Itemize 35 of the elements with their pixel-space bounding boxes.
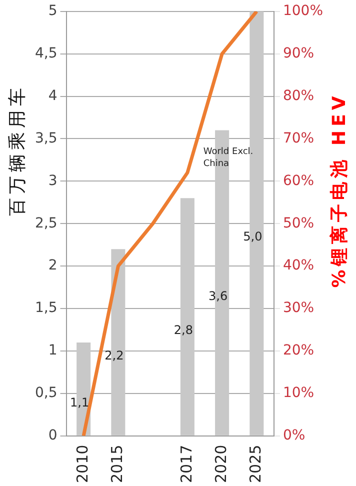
y2-tick-label: 30% [282, 300, 314, 316]
y-tick-label: 3,5 [35, 130, 58, 146]
y-tick-label: 4 [48, 88, 58, 104]
y-axis-title: 百万辆乘用车 [7, 84, 29, 216]
y-tick-label: 1 [48, 342, 58, 359]
y2-axis-title: %锂离子电池 HEV [329, 92, 351, 288]
y-tick-label: 5 [48, 3, 58, 20]
x-tick-label: 2015 [108, 444, 126, 484]
y2-tick-label: 100% [282, 3, 324, 20]
y-tick-label: 0 [48, 427, 58, 444]
data-label: 2,2 [104, 348, 124, 363]
y-tick-label: 4,5 [35, 45, 58, 62]
y-tick-label: 3 [48, 172, 58, 189]
annotation: World Excl. China [203, 146, 254, 169]
y-tick-label: 0,5 [35, 385, 58, 402]
y2-tick-label: 0% [282, 427, 306, 444]
y2-tick-label: 40% [282, 258, 314, 274]
data-label: 1,1 [70, 395, 90, 410]
y2-tick-label: 20% [282, 342, 314, 359]
data-label: 2,8 [174, 323, 193, 338]
data-label: 5,0 [243, 230, 262, 244]
x-tick-label: 2010 [73, 444, 92, 484]
x-tick-label: 2020 [212, 444, 230, 484]
x-tick-label: 2025 [246, 444, 265, 484]
x-tick-label: 2017 [177, 444, 196, 484]
y2-tick-label: 80% [282, 88, 314, 104]
y-tick-label: 2 [48, 258, 58, 274]
data-label: 3,6 [208, 289, 228, 304]
y2-tick-label: 60% [282, 172, 314, 189]
y2-tick-label: 10% [282, 385, 314, 402]
y-tick-label: 2,5 [35, 215, 58, 232]
y2-tick-label: 90% [282, 45, 314, 62]
y2-tick-label: 50% [282, 215, 314, 232]
y2-tick-label: 70% [282, 130, 314, 146]
y-tick-label: 1,5 [35, 300, 58, 316]
